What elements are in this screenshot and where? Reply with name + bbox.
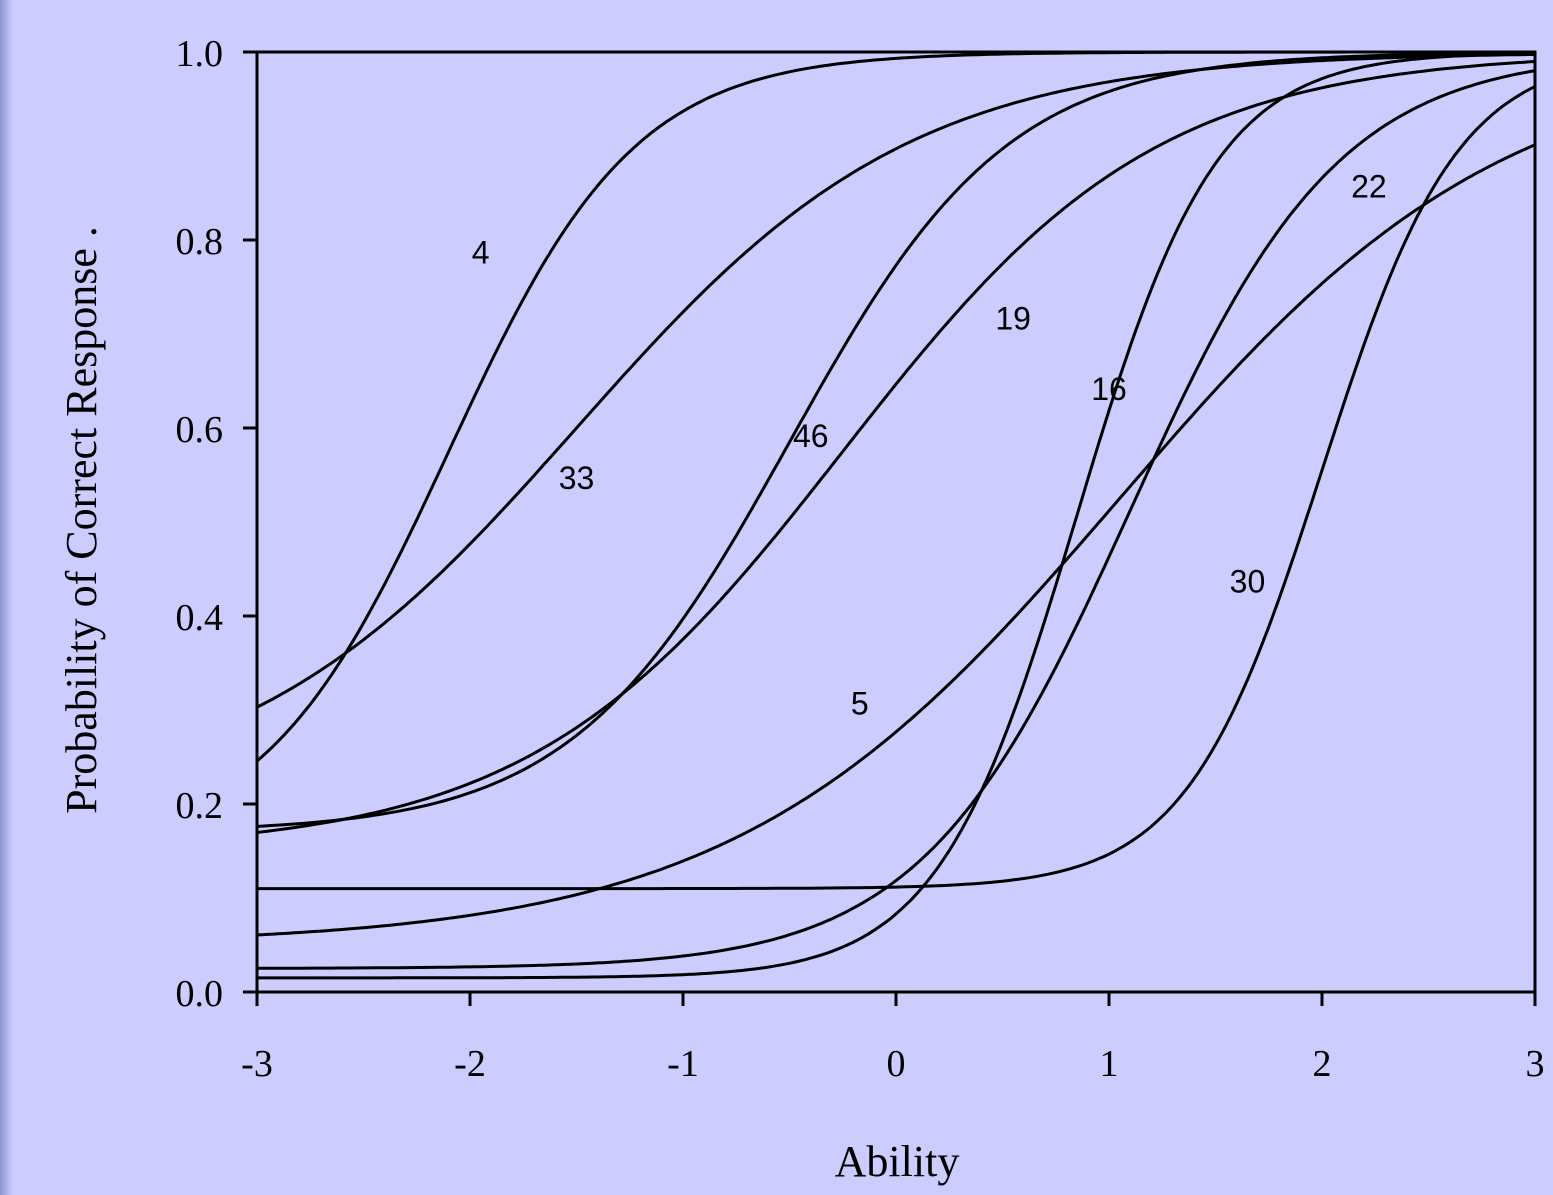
curve-item-33 [256, 52, 1536, 709]
x-tick-label: -2 [454, 1043, 486, 1085]
x-tick-label: 0 [887, 1043, 906, 1085]
curve-label-46: 46 [793, 418, 829, 454]
curve-label-33: 33 [559, 460, 595, 496]
curve-label-19: 19 [995, 300, 1031, 336]
x-tick-label: 1 [1100, 1043, 1119, 1085]
curve-label-30: 30 [1230, 564, 1266, 600]
y-axis-title: Probability of Correct Response . [57, 226, 106, 814]
curve-item-30 [257, 85, 1536, 891]
left-edge-band [0, 0, 14, 1195]
y-tick-label: 0.2 [176, 785, 224, 827]
y-tick-label: 0.8 [176, 221, 224, 263]
curve-label-4: 4 [472, 235, 490, 271]
curve-label-5: 5 [851, 686, 869, 722]
y-tick-label: 0.4 [176, 597, 224, 639]
x-axis-title: Ability [835, 1137, 960, 1186]
y-tick-label: 0.6 [176, 409, 224, 451]
curve-label-22: 22 [1351, 169, 1387, 205]
plot-area-frame [255, 50, 1537, 994]
x-tick-label: 3 [1526, 1043, 1545, 1085]
curve-item-16 [257, 51, 1536, 980]
curve-item-5 [256, 143, 1536, 937]
curve-item-19 [256, 60, 1536, 834]
y-tick-label: 0.0 [176, 973, 224, 1015]
y-tick-label: 1.0 [176, 33, 224, 75]
x-tick-label: 2 [1313, 1043, 1332, 1085]
curve-item-4 [256, 50, 1535, 763]
curve-label-16: 16 [1091, 371, 1127, 407]
curve-item-46 [256, 51, 1536, 828]
curve-item-22 [257, 69, 1536, 970]
x-tick-label: -3 [241, 1043, 273, 1085]
x-tick-label: -1 [667, 1043, 699, 1085]
